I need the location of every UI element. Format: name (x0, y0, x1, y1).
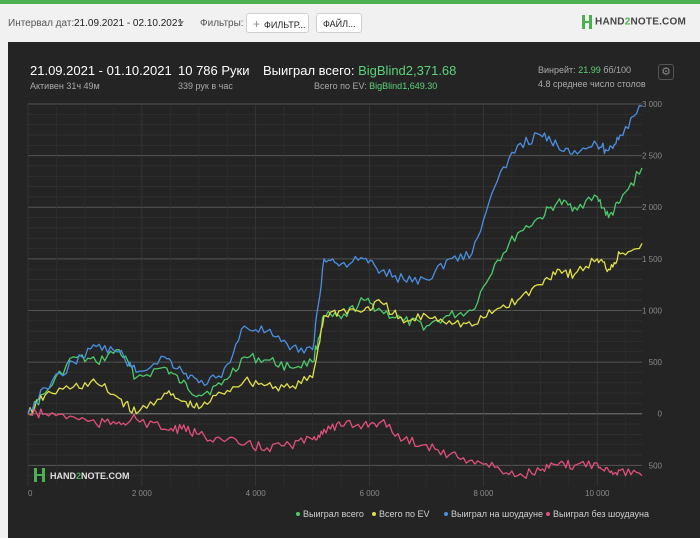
filters-label: Фильтры: (200, 18, 244, 29)
filter-button[interactable]: + ФИЛЬТР... (246, 13, 309, 33)
summary-winrate: Винрейт: 21.99 бб/100 (538, 65, 631, 75)
graph-panel: 21.09.2021 - 01.10.2021 Активен 31ч 49м … (8, 42, 700, 538)
legend-marker (546, 512, 550, 516)
series-line (27, 243, 643, 415)
legend-marker (296, 512, 300, 516)
legend-item[interactable]: Выиграл на шоудауне (451, 509, 543, 519)
toolbar: Интервал дат: 21.09.2021 - 02.10.2021 Фи… (0, 4, 700, 40)
series-lines (27, 105, 643, 479)
legend-item[interactable]: Выиграл всего (303, 509, 364, 519)
legend-marker (372, 512, 376, 516)
summary-hands: 10 786 Руки (178, 63, 250, 78)
date-interval-label: Интервал дат: (8, 18, 75, 29)
won-total-value: BigBlind2,371.68 (358, 63, 457, 78)
logo: HAND2NOTE.COM (582, 15, 686, 29)
watermark-text: HAND2NOTE.COM (50, 471, 130, 481)
series-line (27, 167, 643, 416)
y-tick-label: 3 000 (642, 100, 663, 109)
legend: Выиграл всего Всего по EV Выиграл на шоуда… (296, 509, 649, 519)
summary-active-time: Активен 31ч 49м (30, 81, 100, 91)
summary-hands-per-hour: 339 рук в час (178, 81, 233, 91)
x-axis-ticks: 0 2 000 4 000 6 000 8 000 10 000 (28, 489, 610, 498)
file-button-label: ФАЙЛ... (323, 19, 356, 29)
y-tick-label: 500 (649, 358, 663, 367)
watermark: HAND2NOTE.COM (34, 468, 130, 482)
series-line (27, 105, 643, 414)
summary-tables-avg: 4.8 среднее число столов (538, 79, 646, 89)
top-accent-bar (0, 0, 700, 4)
winrate-label: Винрейт: (538, 65, 576, 75)
x-tick-label: 0 (28, 489, 33, 498)
legend-marker (444, 512, 448, 516)
x-tick-label: 4 000 (246, 489, 267, 498)
y-tick-label: 1 000 (642, 306, 663, 315)
summary-won-total: Выиграл всего: BigBlind2,371.68 (263, 63, 456, 78)
chevron-down-icon[interactable] (178, 21, 184, 25)
y-axis-ticks: 3 000 2 500 2 000 1 500 1 000 500 0 500 (642, 100, 663, 470)
y-tick-label: 2 500 (642, 152, 663, 161)
winrate-value: 21.99 (578, 65, 601, 75)
x-tick-label: 8 000 (473, 489, 494, 498)
watermark-icon-cross (34, 474, 45, 476)
date-interval-select[interactable]: 21.09.2021 - 02.10.2021 (74, 18, 183, 29)
legend-item[interactable]: Всего по EV (379, 509, 429, 519)
x-tick-label: 6 000 (360, 489, 381, 498)
ev-total-label: Всего по EV: (314, 81, 367, 91)
logo-text-a: HAND (595, 16, 625, 28)
y-tick-label: 500 (649, 461, 663, 470)
summary-ev-total: Всего по EV: BigBlind1,649.30 (314, 81, 437, 91)
logo-icon (582, 15, 593, 29)
winrate-unit: бб/100 (603, 65, 632, 75)
legend-item[interactable]: Выиграл без шоудауна (553, 509, 649, 519)
x-tick-label: 2 000 (132, 489, 153, 498)
y-tick-label: 2 000 (642, 203, 663, 212)
plus-icon: + (253, 17, 261, 31)
logo-text-c: NOTE.COM (630, 16, 686, 28)
series-line (27, 408, 643, 479)
filter-button-label: ФИЛЬТР... (264, 20, 306, 30)
logo-text-b: 2 (624, 16, 631, 28)
line-chart: 0 2 000 4 000 6 000 8 000 10 000 3 000 2 500 2 … (27, 100, 663, 519)
y-tick-label: 0 (658, 410, 663, 419)
won-total-label: Выиграл всего: (263, 63, 355, 78)
summary-date-range: 21.09.2021 - 01.10.2021 (30, 63, 172, 78)
gear-icon[interactable]: ⚙ (658, 64, 674, 80)
file-button[interactable]: ФАЙЛ... (316, 13, 362, 33)
ev-total-value: BigBlind1,649.30 (369, 81, 438, 91)
x-tick-label: 10 000 (585, 489, 610, 498)
y-tick-label: 1 500 (642, 255, 663, 264)
